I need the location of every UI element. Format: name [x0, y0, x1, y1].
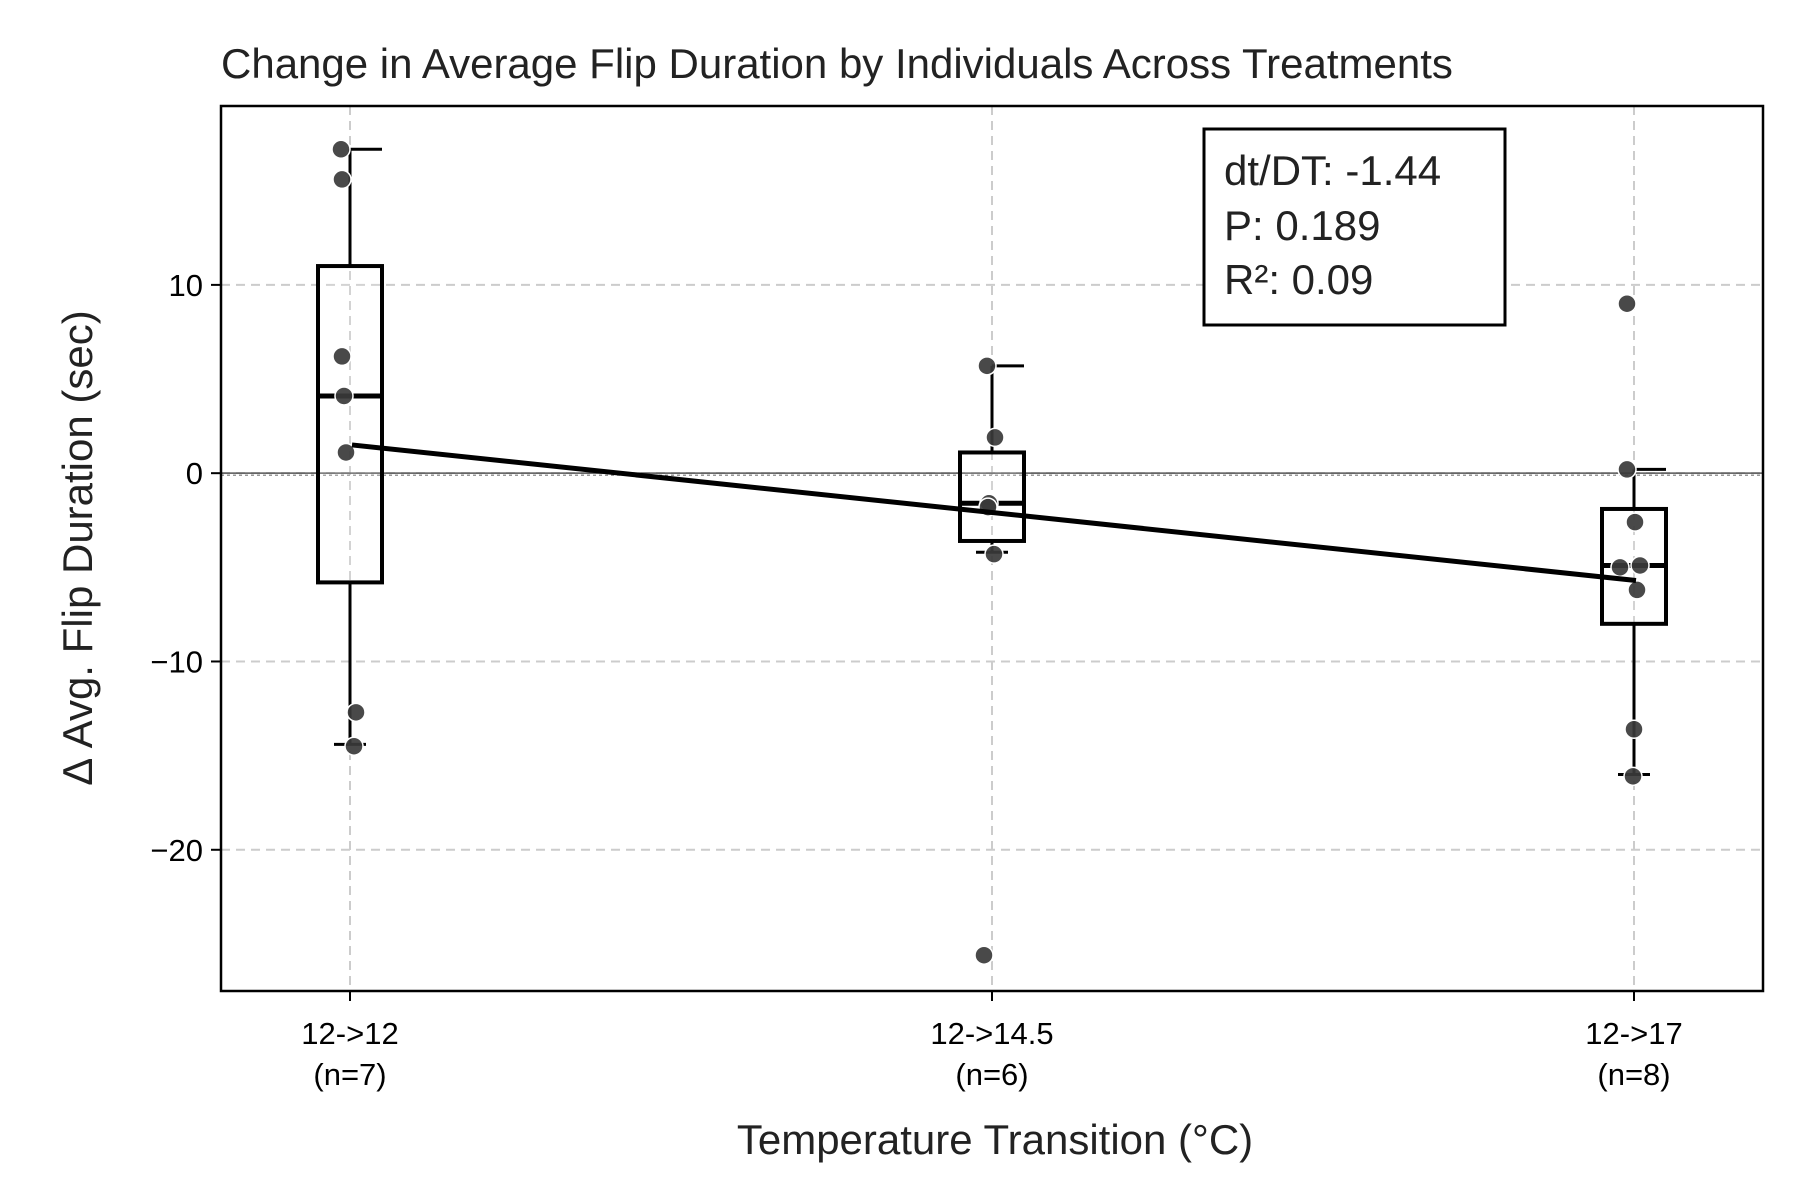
data-point	[1610, 557, 1630, 578]
x-tick-label: 12->17	[1585, 1016, 1682, 1051]
data-point	[1630, 555, 1650, 576]
stats-r-squared: R²: 0.09	[1224, 256, 1373, 303]
regression-line-group	[351, 442, 1637, 583]
data-point	[985, 427, 1005, 448]
data-point	[1617, 459, 1637, 480]
chart-title: Change in Average Flip Duration by Indiv…	[221, 40, 1453, 87]
stats-p-value: P: 0.189	[1224, 202, 1380, 249]
x-tick-sample-size: (n=7)	[313, 1057, 386, 1092]
box-plot-2	[958, 364, 1026, 554]
data-point	[984, 544, 1004, 564]
y-tick-label: −10	[150, 644, 203, 679]
x-tick-sample-size: (n=8)	[1597, 1057, 1670, 1092]
data-point	[334, 386, 354, 406]
data-point	[1624, 719, 1644, 740]
x-tick-label: 12->12	[301, 1016, 398, 1051]
data-point	[1617, 293, 1637, 314]
data-point	[1623, 766, 1643, 787]
stats-annotation: dt/DT: -1.44 P: 0.189 R²: 0.09	[1202, 127, 1507, 327]
data-points	[331, 139, 1650, 965]
data-point	[977, 356, 997, 376]
data-point	[331, 139, 351, 160]
data-point	[974, 945, 994, 965]
box-plots	[316, 147, 1668, 776]
regression-line	[351, 442, 1637, 583]
stats-slope: dt/DT: -1.44	[1224, 147, 1441, 194]
y-axis-ticks: 10 0 −10 −20	[150, 268, 221, 868]
y-axis-label: Δ Avg. Flip Duration (sec)	[54, 310, 101, 785]
data-point	[336, 442, 356, 463]
x-axis-label: Temperature Transition (°C)	[737, 1116, 1253, 1163]
data-point	[346, 702, 366, 723]
data-point	[332, 346, 352, 367]
y-tick-label: −20	[150, 833, 203, 868]
data-point	[332, 169, 352, 190]
y-tick-label: 0	[186, 456, 203, 491]
box-iqr	[958, 450, 1026, 543]
x-tick-sample-size: (n=6)	[955, 1057, 1028, 1092]
box-iqr	[316, 264, 384, 585]
data-point	[1627, 580, 1647, 600]
data-point	[1625, 512, 1645, 532]
data-point	[344, 736, 364, 756]
stats-annotation-box	[1202, 127, 1507, 327]
y-tick-label: 10	[169, 268, 203, 303]
x-axis-ticks: 12->12 (n=7) 12->14.5 (n=6) 12->17 (n=8)	[301, 991, 1683, 1092]
x-tick-label: 12->14.5	[930, 1016, 1053, 1051]
zero-reference-line	[221, 472, 1763, 476]
